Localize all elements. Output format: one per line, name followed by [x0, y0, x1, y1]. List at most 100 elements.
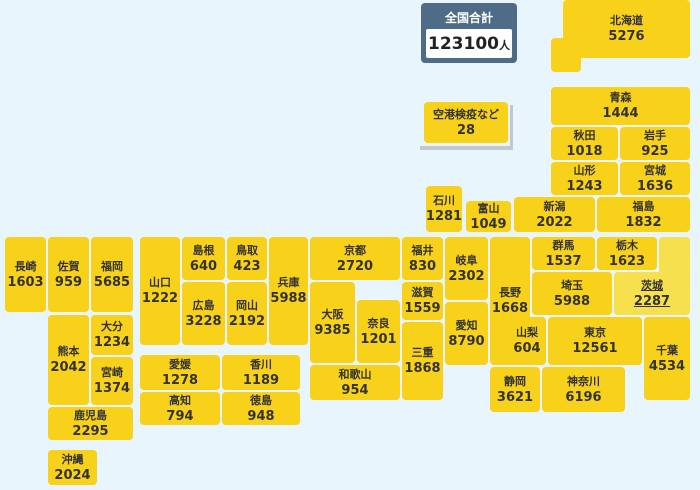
region-tile[interactable]: 岡山 2192 — [227, 282, 267, 345]
region-tile[interactable]: 静岡 3621 — [490, 367, 540, 412]
region-tile[interactable]: 奈良 1201 — [357, 300, 400, 363]
region-name: 北海道 — [610, 14, 643, 27]
region-tile[interactable]: 茨城 2287 — [614, 272, 690, 315]
region-name: 埼玉 — [561, 278, 583, 292]
region-value: 2192 — [228, 313, 266, 329]
region-tile[interactable]: 石川 1281 — [426, 186, 462, 232]
region-tile[interactable]: 埼玉 5988 — [532, 272, 612, 315]
region-value: 959 — [54, 274, 83, 290]
region-tile[interactable]: 富山 1049 — [466, 201, 511, 232]
region-value: 1636 — [636, 178, 674, 194]
region-name: 鳥取 — [236, 243, 258, 257]
region-value: 2295 — [72, 423, 109, 439]
region-name: 群馬 — [552, 238, 575, 252]
region-tile[interactable]: 兵庫 5988 — [269, 237, 308, 345]
region-tile[interactable]: 滋賀 1559 — [402, 282, 443, 320]
region-value: 4534 — [648, 358, 686, 374]
region-tile[interactable]: 福岡 5685 — [91, 237, 133, 312]
region-value: 1623 — [608, 253, 646, 269]
region-name: 岡山 — [236, 298, 258, 312]
region-value: 3228 — [185, 313, 222, 329]
region-value: 2042 — [50, 360, 87, 375]
region-value: 1832 — [625, 214, 662, 230]
region-tile[interactable]: 佐賀 959 — [48, 237, 89, 312]
region-value: 9385 — [314, 322, 351, 338]
region-tile[interactable]: 鳥取 423 — [227, 237, 267, 280]
region-tile[interactable]: 愛媛 1278 — [140, 355, 220, 390]
region-tile[interactable]: 福井 830 — [402, 237, 443, 280]
region-tile[interactable]: 青森 1444 — [551, 87, 690, 125]
total-unit: 人 — [498, 39, 510, 52]
region-name: 秋田 — [573, 128, 596, 142]
region-tile[interactable]: 空港検疫など 28 — [424, 102, 508, 143]
region-tile[interactable]: 千葉 4534 — [644, 317, 690, 400]
region-value: 1868 — [404, 361, 441, 376]
region-name: 奈良 — [367, 316, 390, 330]
region-tile[interactable]: 宮城 1636 — [620, 162, 690, 195]
region-tile[interactable]: 徳島 948 — [222, 392, 300, 425]
tile-extension — [659, 237, 690, 277]
region-tile[interactable]: 宮崎 1374 — [91, 357, 133, 405]
region-value: 3621 — [496, 389, 534, 405]
region-name: 石川 — [433, 194, 455, 207]
region-tile[interactable]: 山形 1243 — [551, 162, 618, 195]
region-tile[interactable]: 大阪 9385 — [310, 282, 355, 363]
region-tile[interactable]: 新潟 2022 — [514, 197, 595, 232]
total-box: 全国合計 123100人 — [421, 3, 517, 63]
region-tile[interactable]: 北海道 5276 — [563, 0, 690, 58]
region-name: 宮城 — [644, 163, 666, 177]
region-name: 徳島 — [250, 393, 272, 407]
total-label: 全国合計 — [444, 11, 493, 25]
region-tile[interactable]: 岐阜 2302 — [445, 237, 488, 300]
region-value: 2720 — [336, 258, 374, 274]
region-name: 鹿児島 — [74, 408, 107, 422]
region-tile[interactable]: 広島 3228 — [182, 282, 225, 345]
region-tile[interactable]: 栃木 1623 — [597, 237, 657, 270]
region-name: 滋賀 — [411, 286, 434, 299]
region-tile[interactable]: 島根 640 — [182, 237, 225, 280]
region-tile[interactable]: 福島 1832 — [597, 197, 690, 232]
region-name: 青森 — [609, 91, 632, 104]
region-tile[interactable]: 山口 1222 — [140, 237, 180, 345]
region-name: 空港検疫など — [433, 107, 499, 121]
region-tile[interactable]: 和歌山 954 — [310, 365, 400, 400]
region-name: 茨城 — [641, 278, 663, 292]
region-tile[interactable]: 鹿児島 2295 — [48, 407, 133, 440]
region-tile[interactable]: 山梨 604 — [508, 317, 546, 365]
region-tile[interactable]: 神奈川 6196 — [542, 367, 625, 412]
region-name: 三重 — [411, 346, 434, 359]
region-tile[interactable]: 愛知 8790 — [445, 302, 488, 365]
region-tile[interactable]: 長崎 1603 — [5, 237, 46, 312]
region-tile[interactable]: 秋田 1018 — [551, 127, 618, 160]
region-tile[interactable]: 京都 2720 — [310, 237, 400, 280]
region-name: 島根 — [192, 243, 215, 257]
region-tile[interactable]: 大分 1234 — [91, 315, 133, 355]
region-tile[interactable]: 沖縄 2024 — [48, 450, 97, 485]
region-value: 794 — [166, 408, 194, 424]
region-value: 6196 — [565, 389, 602, 405]
region-value: 12561 — [572, 341, 618, 356]
region-value: 423 — [233, 258, 261, 274]
region-value: 2287 — [633, 293, 671, 309]
region-tile[interactable]: 三重 1868 — [402, 322, 443, 400]
region-name: 長野 — [499, 286, 521, 299]
region-tile[interactable]: 熊本 2042 — [48, 315, 89, 405]
region-name: 愛媛 — [169, 357, 191, 371]
region-value: 1243 — [566, 178, 603, 194]
region-value: 1201 — [360, 331, 397, 347]
region-tile[interactable]: 香川 1189 — [222, 355, 300, 390]
region-value: 640 — [189, 258, 218, 274]
region-value: 1559 — [404, 301, 441, 316]
region-name: 神奈川 — [567, 374, 600, 388]
region-name: 大分 — [101, 320, 123, 333]
region-name: 沖縄 — [61, 452, 84, 466]
region-tile[interactable]: 岩手 925 — [620, 127, 690, 160]
shadow — [420, 146, 512, 150]
region-tile[interactable]: 東京 12561 — [548, 317, 642, 365]
region-tile[interactable]: 高知 794 — [140, 392, 220, 425]
region-name: 長崎 — [14, 259, 37, 273]
region-name: 東京 — [584, 326, 606, 339]
region-value: 2024 — [54, 467, 91, 483]
region-tile[interactable]: 群馬 1537 — [532, 237, 595, 270]
